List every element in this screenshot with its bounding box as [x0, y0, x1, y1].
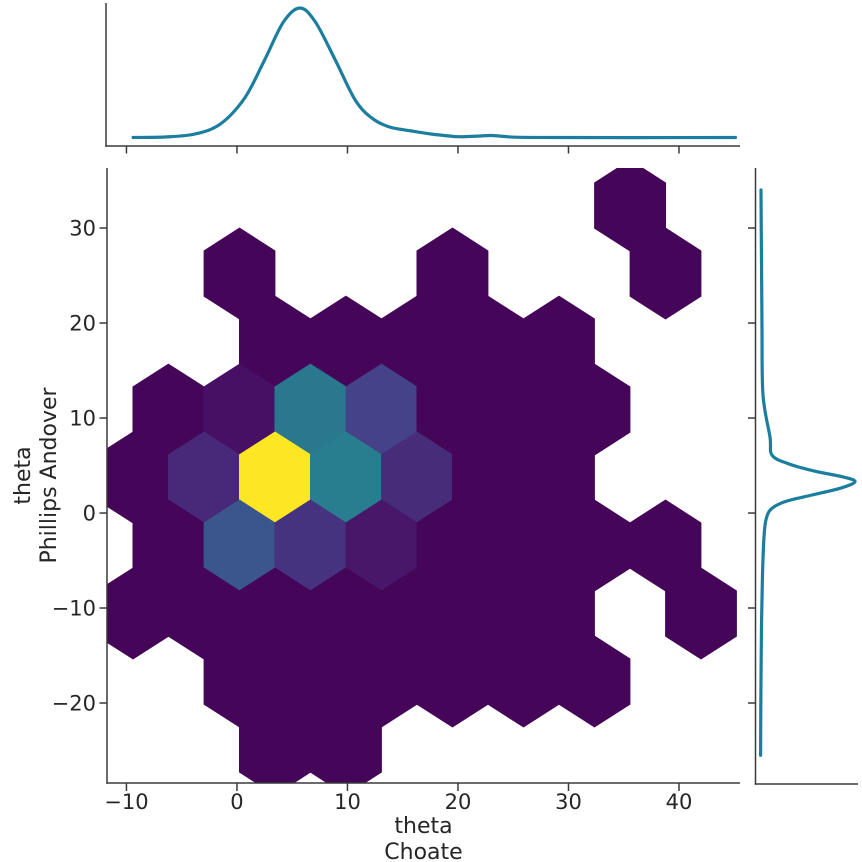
- hexbin-cell: [309, 703, 382, 784]
- x-tick-label: −10: [104, 790, 148, 814]
- y-tick-label: 30: [69, 217, 96, 241]
- y-axis-label-line2: Phillips Andover: [37, 387, 62, 564]
- x-axis-label-line2: Choate: [384, 840, 462, 862]
- x-axis-label-line1: theta: [394, 814, 452, 839]
- hexbin-cell: [558, 635, 631, 728]
- y-tick-label: 10: [69, 407, 96, 431]
- hexbin-cell: [629, 227, 702, 320]
- tick-labels: −10 0 10 20 30 40 30 20 10 0 −10 −20: [52, 217, 693, 814]
- x-tick-label: 10: [334, 790, 361, 814]
- y-tick-label: 20: [69, 312, 96, 336]
- y-axis-label-line1: theta: [11, 446, 36, 504]
- y-tick-label: −20: [52, 692, 96, 716]
- hexbin-layer: [107, 168, 737, 784]
- kde-curves: [131, 6, 857, 757]
- axes-spines: [105, 3, 858, 785]
- x-tick-label: 20: [445, 790, 472, 814]
- x-tick-label: 30: [555, 790, 582, 814]
- tick-marks: [99, 146, 756, 791]
- x-tick-label: 0: [230, 790, 243, 814]
- y-tick-label: 0: [83, 502, 96, 526]
- hexbin-cell: [665, 567, 737, 660]
- y-tick-label: −10: [52, 597, 96, 621]
- x-tick-label: 40: [666, 790, 693, 814]
- kde-right-curve: [759, 188, 857, 757]
- kde-top-curve: [131, 6, 737, 140]
